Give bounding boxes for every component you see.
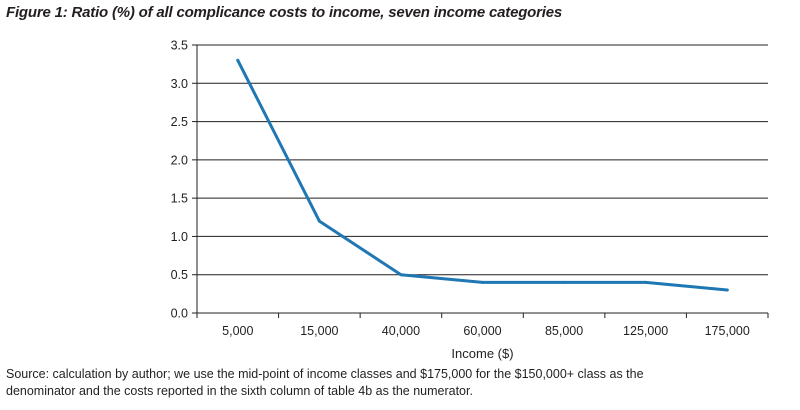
y-tick-label: 2.5 — [171, 115, 188, 129]
source-line-1: Source: calculation by author; we use th… — [6, 367, 644, 381]
series-group — [236, 58, 729, 292]
y-tick-label: 3.0 — [171, 77, 188, 91]
y-tick-label: 3.5 — [171, 39, 188, 53]
y-tick-label: 1.0 — [171, 230, 188, 244]
data-point — [644, 280, 648, 284]
x-tick-label: 175,000 — [705, 324, 750, 338]
source-note: Source: calculation by author; we use th… — [6, 366, 786, 400]
y-tick-label: 0.5 — [171, 268, 188, 282]
axes — [192, 44, 769, 318]
y-tick-label: 0.0 — [171, 307, 188, 321]
gridlines — [197, 44, 768, 276]
y-tick-label: 2.0 — [171, 153, 188, 167]
figure-title: Figure 1: Ratio (%) of all complicance c… — [6, 4, 563, 21]
x-tick-label: 40,000 — [382, 324, 420, 338]
x-tick-label: 5,000 — [222, 324, 253, 338]
y-tick-labels: 0.0 0.5 1.0 1.5 2.0 2.5 3.0 3.5 — [171, 39, 188, 321]
x-tick-label: 15,000 — [300, 324, 338, 338]
x-tick-labels: 5,000 15,000 40,000 60,000 85,000 125,000 175,… — [222, 324, 750, 338]
y-tick-label: 1.5 — [171, 192, 188, 206]
data-point — [725, 288, 729, 292]
data-point — [399, 273, 403, 277]
x-tick-label: 125,000 — [623, 324, 668, 338]
source-line-2: denominator and the costs reported in th… — [6, 384, 473, 398]
data-point — [236, 58, 240, 62]
x-axis-label: Income ($) — [451, 346, 513, 361]
line-chart: 0.0 0.5 1.0 1.5 2.0 2.5 3.0 3.5 5,000 15,000 40,0… — [171, 39, 769, 361]
x-tick-label: 60,000 — [463, 324, 501, 338]
x-tick-label: 85,000 — [545, 324, 583, 338]
series-line — [236, 58, 729, 292]
data-point — [481, 280, 484, 284]
data-point — [317, 219, 321, 223]
data-point — [562, 280, 566, 284]
